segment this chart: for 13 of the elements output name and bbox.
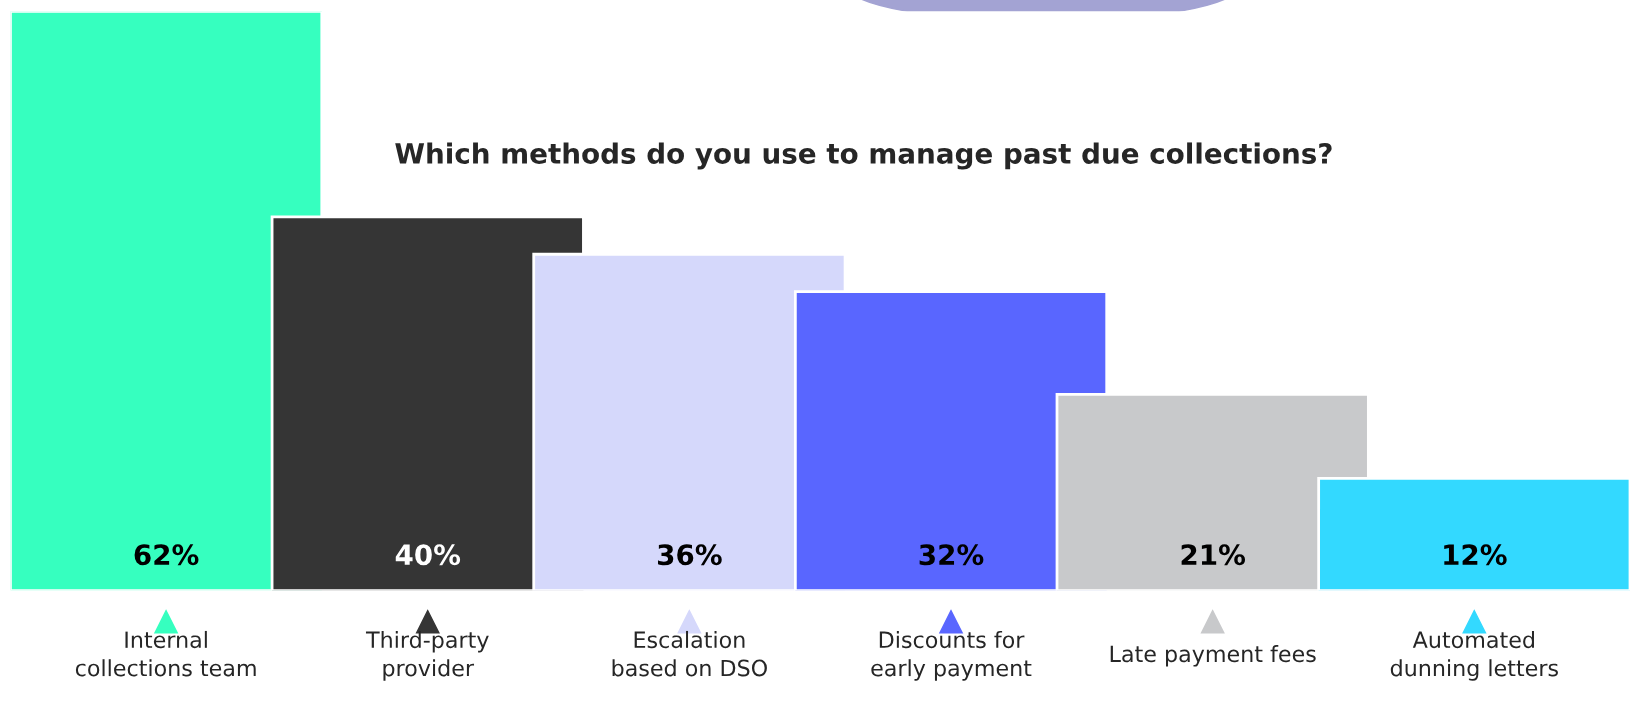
x-tick-label: Discounts for early payment <box>871 630 1032 681</box>
data-label: 21% <box>1181 544 1246 566</box>
data-label: 62% <box>134 544 199 566</box>
x-tick-label: Third-party provider <box>365 630 489 681</box>
data-label: 40% <box>395 544 461 566</box>
data-label: 36% <box>658 544 722 566</box>
x-tick-label: Escalation based on DSO <box>612 630 767 677</box>
x-tick-label: Late payment fees <box>1110 645 1316 667</box>
data-label: 32% <box>919 544 984 566</box>
text: Which methods do you use to manage past due collections? <box>395 142 1332 170</box>
x-tick-label: Internal collections team <box>75 630 256 677</box>
x-tick-label: Automated dunning letters <box>1390 630 1558 681</box>
data-label: 12% <box>1444 544 1507 566</box>
